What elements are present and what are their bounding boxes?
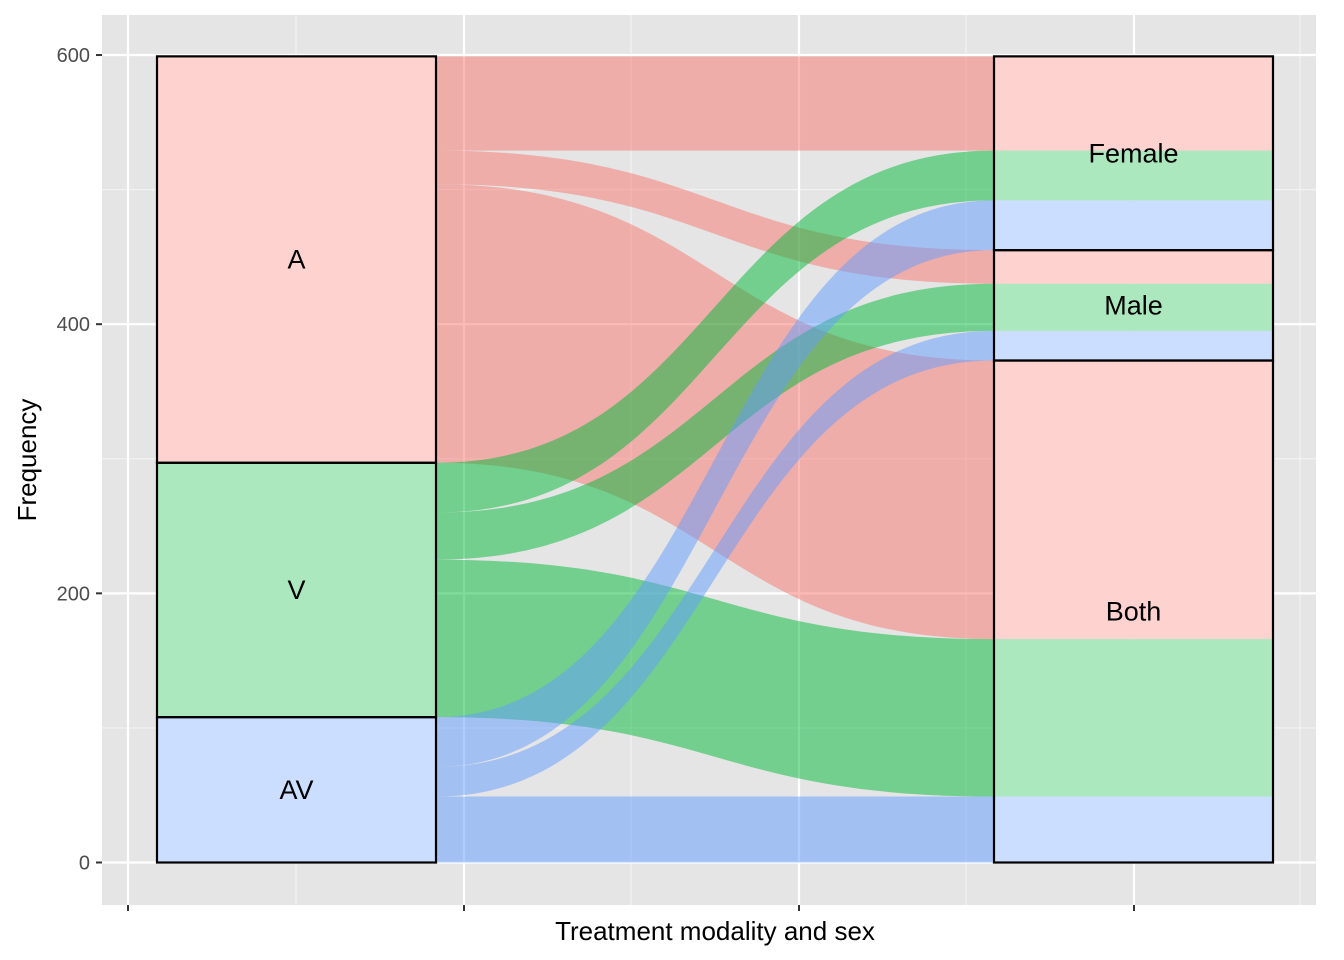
stratum-male-segment-v [994, 283, 1273, 331]
y-tick-label: 400 [57, 314, 90, 336]
stratum-label-a: A [287, 245, 305, 275]
stratum-label-v: V [287, 575, 305, 605]
flow-a-to-male [436, 150, 994, 284]
stratum-label-av: AV [279, 775, 313, 805]
y-tick-label: 200 [57, 583, 90, 605]
stratum-female-segment-av [994, 200, 1273, 251]
flow-v-to-male [436, 283, 994, 560]
stratum-av-fill [157, 717, 436, 863]
flow-a-to-female [436, 56, 994, 151]
y-axis-title: Frequency [12, 399, 42, 522]
flow-av-to-male [436, 330, 994, 797]
stratum-v-fill [157, 462, 436, 718]
stratum-a-fill [157, 56, 436, 463]
x-axis-title: Treatment modality and sex [555, 916, 875, 946]
stratum-both-box [992, 359, 1275, 864]
flow-av-to-female [436, 200, 994, 767]
stratum-female-segment-v [994, 150, 1273, 201]
stratum-both-segment-v [994, 639, 1273, 797]
flow-av-to-both [436, 796, 994, 863]
stratum-av-box [155, 716, 438, 864]
axes: 0 200 400 600 [57, 45, 1135, 911]
stratum-label-female: Female [1088, 138, 1178, 168]
stratum-male-segment-a [994, 250, 1273, 284]
stratum-both-segment-av [994, 796, 1273, 863]
flow-v-to-both [436, 559, 994, 797]
flows [436, 56, 994, 863]
stratum-both-segment-a [994, 360, 1273, 640]
y-tick-label: 0 [79, 853, 90, 875]
stratum-label-both: Both [1106, 597, 1162, 627]
stratum-female-segment-a [994, 56, 1273, 151]
y-tick-label: 600 [57, 45, 90, 67]
stratum-label-male: Male [1104, 290, 1163, 320]
stratum-male-segment-av [994, 330, 1273, 361]
flow-v-to-female [436, 150, 994, 513]
